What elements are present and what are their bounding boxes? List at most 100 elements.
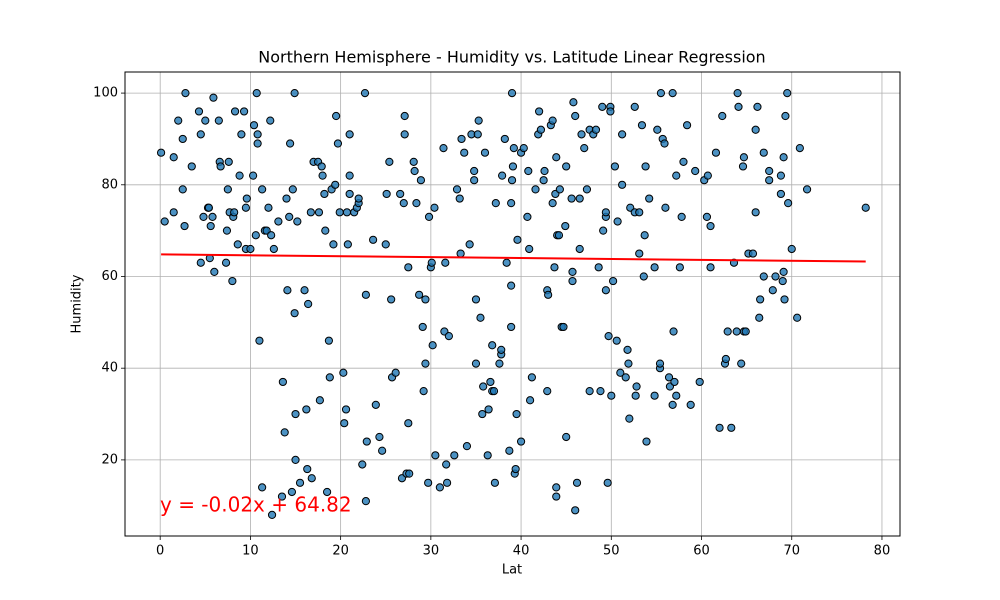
scatter-point xyxy=(591,125,601,134)
scatter-point xyxy=(174,116,183,125)
scatter-point xyxy=(361,290,370,299)
scatter-point xyxy=(340,419,349,428)
regression-line xyxy=(161,253,866,263)
chart-title: Northern Hemisphere - Humidity vs. Latit… xyxy=(258,48,765,67)
scatter-point xyxy=(419,387,428,396)
scatter-point xyxy=(523,212,532,221)
scatter-point xyxy=(341,405,351,414)
scatter-point xyxy=(559,322,568,332)
scatter-point xyxy=(345,189,354,199)
scatter-point xyxy=(375,432,384,442)
scatter-point xyxy=(412,199,421,208)
scatter-point xyxy=(751,208,760,217)
scatter-point xyxy=(621,373,630,382)
scatter-point xyxy=(737,359,746,368)
scatter-point xyxy=(495,359,504,368)
x-tick-label: 0 xyxy=(156,544,164,559)
scatter-point xyxy=(771,272,780,281)
scatter-point xyxy=(303,464,312,474)
scatter-point xyxy=(474,116,483,125)
scatter-point xyxy=(505,446,514,455)
scatter-point xyxy=(507,88,517,98)
scatter-point xyxy=(524,166,533,176)
scatter-point xyxy=(253,130,262,139)
scatter-point xyxy=(661,203,670,212)
x-tick-label: 50 xyxy=(603,544,620,559)
scatter-point xyxy=(706,263,715,272)
scatter-point xyxy=(230,107,240,116)
scatter-point xyxy=(479,382,488,391)
scatter-point xyxy=(780,295,789,304)
scatter-point xyxy=(246,244,255,254)
scatter-point xyxy=(650,263,659,272)
scatter-point xyxy=(396,189,405,199)
scatter-point xyxy=(360,88,370,98)
scatter-point xyxy=(320,189,329,199)
scatter-point xyxy=(258,185,267,194)
scatter-point xyxy=(755,313,764,322)
scatter-point xyxy=(765,166,774,176)
scatter-point xyxy=(204,203,214,212)
scatter-point xyxy=(540,166,549,176)
scatter-point xyxy=(601,286,610,295)
scatter-point xyxy=(424,478,433,487)
scatter-point xyxy=(668,88,677,98)
scatter-point xyxy=(430,203,439,212)
scatter-point xyxy=(302,405,311,414)
scatter-point xyxy=(497,345,506,354)
scatter-point xyxy=(178,134,187,144)
scatter-point xyxy=(748,249,758,258)
scatter-point xyxy=(655,359,665,368)
scatter-point xyxy=(543,387,552,396)
scatter-point xyxy=(470,166,479,176)
scatter-point xyxy=(264,203,273,212)
scatter-point xyxy=(206,221,215,231)
scatter-point xyxy=(480,148,490,157)
scatter-point xyxy=(610,162,620,171)
scatter-point xyxy=(739,153,749,162)
scatter-point xyxy=(484,405,493,414)
scatter-point xyxy=(679,157,688,166)
scatter-point xyxy=(285,212,294,221)
scatter-point xyxy=(387,295,396,304)
scatter-point xyxy=(491,199,500,208)
scatter-point xyxy=(450,451,459,460)
scatter-point xyxy=(444,331,453,341)
scatter-point xyxy=(362,437,371,446)
scatter-point xyxy=(431,451,440,460)
scatter-point xyxy=(637,121,647,130)
scatter-point xyxy=(290,309,299,318)
scatter-point xyxy=(424,212,434,221)
scatter-point xyxy=(669,327,678,336)
scatter-point xyxy=(442,460,451,469)
scatter-point xyxy=(241,203,250,212)
scatter-point xyxy=(405,469,414,478)
scatter-point xyxy=(536,125,546,134)
scatter-point xyxy=(471,295,481,304)
scatter-point xyxy=(668,400,677,409)
scatter-point xyxy=(300,286,309,295)
scatter-point xyxy=(711,148,721,157)
scatter-point xyxy=(670,377,679,387)
scatter-point xyxy=(511,464,520,474)
scatter-point xyxy=(561,221,570,231)
scatter-point xyxy=(751,125,760,134)
scatter-point xyxy=(291,455,300,464)
scatter-point xyxy=(345,130,354,139)
scatter-point xyxy=(490,478,500,487)
scatter-point xyxy=(625,414,634,423)
scatter-point xyxy=(457,134,466,144)
scatter-point xyxy=(378,446,387,455)
scatter-point xyxy=(418,322,427,332)
scatter-point xyxy=(293,217,302,226)
scatter-point xyxy=(160,217,169,226)
scatter-point xyxy=(507,322,516,332)
scatter-point xyxy=(535,107,544,116)
scatter-point xyxy=(645,194,654,203)
scatter-point xyxy=(598,102,607,111)
scatter-point xyxy=(567,194,576,203)
scatter-point xyxy=(562,432,571,442)
scatter-point xyxy=(575,244,584,254)
scatter-point xyxy=(354,194,363,203)
